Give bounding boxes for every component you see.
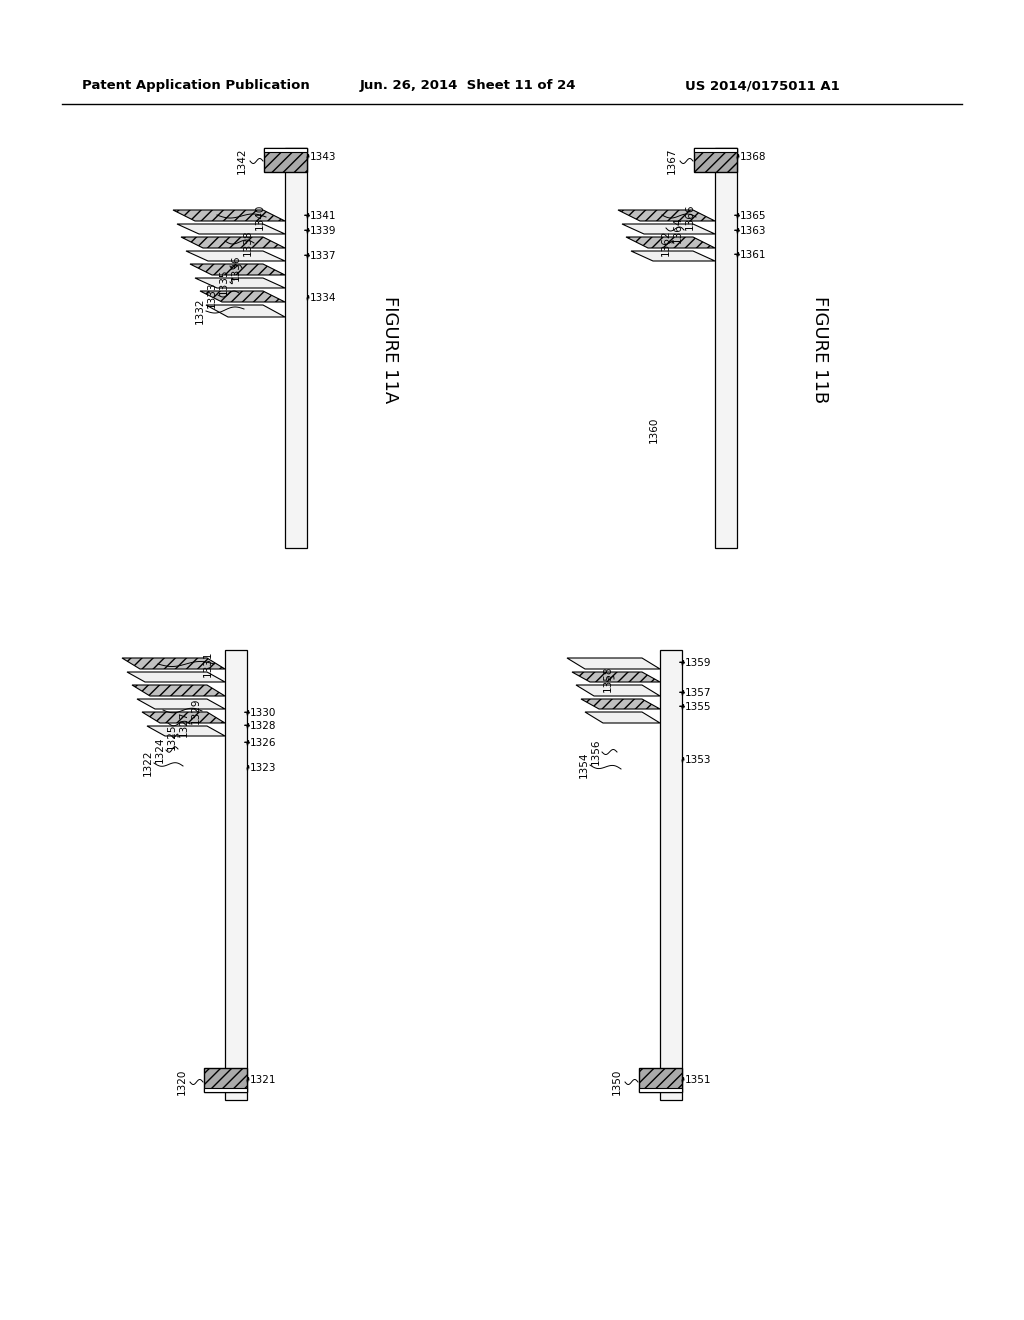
Bar	[660, 649, 682, 1100]
Polygon shape	[631, 251, 715, 261]
Text: 1321: 1321	[250, 1074, 276, 1085]
Text: 1367: 1367	[667, 148, 677, 174]
Text: 1331: 1331	[203, 651, 213, 677]
Text: FIGURE 11A: FIGURE 11A	[381, 297, 399, 404]
Bar	[204, 1088, 247, 1092]
Text: 1353: 1353	[685, 755, 712, 766]
Polygon shape	[137, 700, 225, 709]
Polygon shape	[132, 685, 225, 696]
Polygon shape	[585, 711, 660, 723]
Polygon shape	[173, 210, 285, 220]
Text: 1330: 1330	[250, 708, 276, 718]
Text: 1342: 1342	[237, 148, 247, 174]
Polygon shape	[186, 251, 285, 261]
Text: 1327: 1327	[179, 710, 189, 738]
Polygon shape	[195, 279, 285, 288]
Text: 1364: 1364	[673, 216, 683, 243]
Text: 1320: 1320	[177, 1069, 187, 1096]
Text: 1362: 1362	[662, 230, 671, 256]
Text: FIGURE 11B: FIGURE 11B	[811, 297, 829, 404]
Text: 1332: 1332	[195, 298, 205, 325]
Bar	[285, 148, 307, 548]
Text: 1323: 1323	[250, 763, 276, 774]
Text: 1354: 1354	[579, 752, 589, 779]
Text: 1340: 1340	[255, 203, 265, 230]
Bar	[639, 1088, 682, 1092]
Text: 1350: 1350	[612, 1069, 622, 1096]
Text: 1328: 1328	[250, 721, 276, 731]
Text: US 2014/0175011 A1: US 2014/0175011 A1	[685, 79, 840, 92]
Text: 1363: 1363	[740, 226, 767, 236]
Text: 1355: 1355	[685, 702, 712, 711]
Text: 1360: 1360	[649, 417, 659, 444]
Polygon shape	[181, 238, 285, 248]
Polygon shape	[147, 726, 225, 737]
Text: Jun. 26, 2014  Sheet 11 of 24: Jun. 26, 2014 Sheet 11 of 24	[360, 79, 577, 92]
Bar	[715, 148, 737, 548]
Polygon shape	[142, 711, 225, 723]
Polygon shape	[567, 657, 660, 669]
Text: 1341: 1341	[310, 211, 337, 220]
Bar	[264, 148, 307, 152]
Text: 1361: 1361	[740, 249, 767, 260]
Polygon shape	[190, 264, 285, 275]
Text: 1351: 1351	[685, 1074, 712, 1085]
Polygon shape	[618, 210, 715, 220]
Text: 1358: 1358	[603, 665, 613, 692]
Text: 1322: 1322	[143, 750, 153, 776]
Polygon shape	[200, 290, 285, 302]
Polygon shape	[572, 672, 660, 682]
Text: 1359: 1359	[685, 657, 712, 668]
Bar	[694, 148, 737, 172]
Text: 1366: 1366	[685, 203, 695, 230]
Polygon shape	[122, 657, 225, 669]
Text: 1335: 1335	[219, 269, 229, 296]
Polygon shape	[206, 305, 285, 317]
Polygon shape	[127, 672, 225, 682]
Text: 1334: 1334	[310, 293, 337, 304]
Text: 1339: 1339	[310, 226, 337, 236]
Text: 1333: 1333	[207, 281, 217, 309]
Text: 1357: 1357	[685, 688, 712, 698]
Polygon shape	[575, 685, 660, 696]
Text: 1325: 1325	[167, 723, 177, 750]
Text: 1336: 1336	[231, 255, 241, 281]
Polygon shape	[626, 238, 715, 248]
Text: 1365: 1365	[740, 211, 767, 220]
Text: 1356: 1356	[591, 739, 601, 766]
Text: 1343: 1343	[310, 152, 337, 162]
Bar	[639, 1068, 682, 1092]
Bar	[225, 649, 247, 1100]
Text: 1338: 1338	[243, 230, 253, 256]
Polygon shape	[581, 700, 660, 709]
Text: 1329: 1329	[191, 698, 201, 725]
Bar	[694, 148, 737, 152]
Text: 1326: 1326	[250, 738, 276, 748]
Polygon shape	[622, 224, 715, 234]
Text: 1324: 1324	[155, 737, 165, 763]
Text: 1337: 1337	[310, 251, 337, 261]
Text: Patent Application Publication: Patent Application Publication	[82, 79, 309, 92]
Text: 1368: 1368	[740, 152, 767, 162]
Bar	[264, 148, 307, 172]
Bar	[204, 1068, 247, 1092]
Polygon shape	[177, 224, 285, 234]
